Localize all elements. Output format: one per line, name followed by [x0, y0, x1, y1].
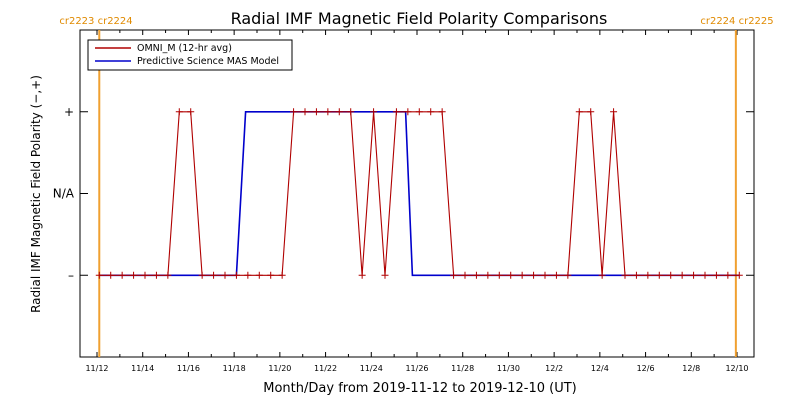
data-point-marker: [735, 271, 743, 279]
data-point-marker: [324, 108, 332, 116]
carrington-label-right: cr2224 cr2225: [700, 16, 773, 27]
x-tick-label: 12/6: [637, 364, 655, 373]
carrington-lines: [98, 30, 737, 357]
x-tick-label: 11/24: [360, 364, 383, 373]
x-tick-label: 12/8: [682, 364, 700, 373]
data-point-marker: [724, 271, 732, 279]
y-tick-label: N/A: [53, 187, 75, 201]
data-point-marker: [541, 271, 549, 279]
x-tick-label: 11/30: [497, 364, 520, 373]
data-point-marker: [187, 108, 195, 116]
data-point-marker: [267, 271, 275, 279]
data-point-marker: [598, 271, 606, 279]
legend: OMNI_M (12-hr avg) Predictive Science MA…: [87, 39, 293, 71]
series-mas: [99, 111, 740, 277]
data-point-marker: [381, 271, 389, 279]
legend-label-mas: Predictive Science MAS Model: [137, 56, 279, 67]
data-point-marker: [438, 108, 446, 116]
data-point-marker: [95, 271, 103, 279]
series-omni: [95, 108, 743, 279]
data-point-marker: [164, 271, 172, 279]
data-point-marker: [301, 108, 309, 116]
data-point-marker: [335, 108, 343, 116]
data-point-marker: [175, 108, 183, 116]
data-point-marker: [221, 271, 229, 279]
data-point-marker: [141, 271, 149, 279]
x-tick-label: 11/18: [223, 364, 246, 373]
data-point-marker: [130, 271, 138, 279]
x-tick-label: 11/12: [85, 364, 108, 373]
data-point-marker: [484, 271, 492, 279]
data-point-marker: [564, 271, 572, 279]
data-point-marker: [415, 108, 423, 116]
x-tick-label: 11/20: [268, 364, 291, 373]
data-point-marker: [507, 271, 515, 279]
data-point-marker: [290, 108, 298, 116]
data-point-marker: [655, 271, 663, 279]
series-line: [99, 111, 740, 277]
x-tick-label: 12/2: [545, 364, 563, 373]
data-point-marker: [701, 271, 709, 279]
data-point-marker: [472, 271, 480, 279]
data-point-marker: [198, 271, 206, 279]
data-point-marker: [610, 108, 618, 116]
data-point-marker: [575, 108, 583, 116]
data-point-marker: [210, 271, 218, 279]
data-point-marker: [278, 271, 286, 279]
data-point-marker: [461, 271, 469, 279]
carrington-label-left: cr2223 cr2224: [59, 16, 132, 27]
data-point-marker: [392, 108, 400, 116]
data-point-marker: [244, 271, 252, 279]
x-tick-label: 11/28: [451, 364, 474, 373]
x-tick-label: 12/4: [591, 364, 609, 373]
y-axis-label: Radial IMF Magnetic Field Polarity (−,+): [29, 75, 43, 313]
legend-label-omni: OMNI_M (12-hr avg): [137, 43, 232, 54]
data-point-marker: [450, 271, 458, 279]
data-point-marker: [530, 271, 538, 279]
data-point-marker: [621, 271, 629, 279]
x-tick-label: 11/22: [314, 364, 337, 373]
data-point-marker: [232, 271, 240, 279]
data-point-marker: [712, 271, 720, 279]
data-point-marker: [495, 271, 503, 279]
data-point-marker: [152, 271, 160, 279]
data-point-marker: [552, 271, 560, 279]
y-tick-label: +: [64, 105, 74, 119]
series-line: [99, 111, 740, 276]
data-point-marker: [632, 271, 640, 279]
y-tick-label: –: [68, 268, 74, 282]
series-layer: [95, 108, 743, 279]
data-point-marker: [118, 271, 126, 279]
data-point-marker: [312, 108, 320, 116]
x-tick-label: 11/16: [177, 364, 200, 373]
data-point-marker: [587, 108, 595, 116]
data-point-marker: [678, 271, 686, 279]
x-tick-label: 11/26: [405, 364, 428, 373]
data-point-marker: [358, 271, 366, 279]
data-point-marker: [644, 271, 652, 279]
data-point-marker: [370, 108, 378, 116]
data-point-marker: [404, 108, 412, 116]
x-tick-label: 11/14: [131, 364, 154, 373]
data-point-marker: [255, 271, 263, 279]
data-point-marker: [690, 271, 698, 279]
data-point-marker: [427, 108, 435, 116]
axis-ticks: 11/12 11/14 11/16 11/18 11/20 11/22 11/24 11/26…: [53, 30, 754, 373]
x-tick-label: 12/10: [725, 364, 748, 373]
data-point-marker: [667, 271, 675, 279]
chart-title: Radial IMF Magnetic Field Polarity Compa…: [231, 9, 608, 28]
legend-box: [87, 39, 293, 71]
data-point-marker: [347, 108, 355, 116]
x-axis-label: Month/Day from 2019-11-12 to 2019-12-10 …: [263, 381, 576, 396]
data-point-marker: [107, 271, 115, 279]
plot-area: [79, 29, 755, 358]
data-point-marker: [518, 271, 526, 279]
